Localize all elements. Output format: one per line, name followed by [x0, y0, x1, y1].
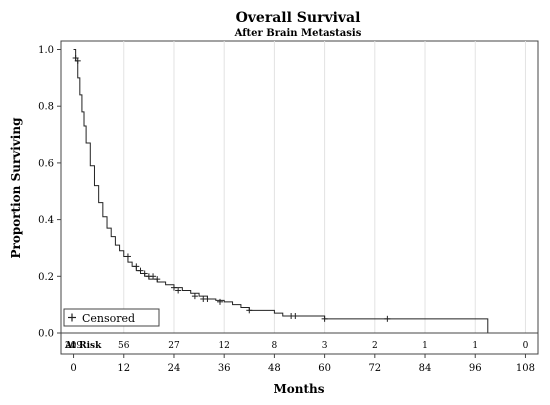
censor-mark	[170, 284, 177, 291]
censor-mark	[217, 298, 223, 305]
at-risk-count-24: 27	[168, 341, 180, 351]
grid-lines	[123, 41, 526, 333]
censor-mark	[141, 270, 148, 277]
chart-title: Overall Survival	[236, 10, 361, 26]
x-tick-label-48: 48	[268, 363, 281, 374]
censor-mark	[384, 315, 391, 322]
legend-label-censored: Censored	[82, 312, 135, 325]
x-axis: 0 12 24 36 48 60 72 84 96 108	[70, 354, 535, 374]
censor-mark	[175, 287, 182, 294]
x-tick-label-12: 12	[117, 363, 130, 374]
legend: Censored	[63, 308, 160, 327]
x-tick-label-72: 72	[368, 363, 381, 374]
at-risk-count-72: 2	[372, 341, 378, 351]
censor-mark	[124, 253, 131, 260]
x-tick-label-84: 84	[419, 363, 432, 374]
censor-mark	[154, 276, 161, 283]
y-tick-label-5: 1.0	[38, 45, 54, 56]
at-risk-counts: 209 56 27 12 8 3 2 1 1 0	[65, 341, 529, 351]
x-tick-label-0: 0	[70, 363, 76, 374]
at-risk-count-36: 12	[218, 341, 229, 351]
at-risk-count-60: 3	[322, 341, 328, 351]
y-tick-label-4: 0.8	[38, 102, 54, 113]
censor-mark	[321, 315, 328, 322]
y-tick-label-3: 0.6	[38, 158, 54, 169]
plot-frame	[60, 40, 539, 355]
x-tick-label-108: 108	[516, 363, 535, 374]
at-risk-label: At Risk	[64, 341, 102, 351]
x-tick-label-24: 24	[168, 363, 181, 374]
x-axis-label: Months	[273, 382, 324, 396]
censor-mark	[150, 273, 157, 280]
censor-mark	[204, 295, 211, 302]
y-axis: 0.0 0.2 0.4 0.6 0.8 1.0	[38, 45, 61, 340]
y-tick-label-1: 0.2	[38, 272, 54, 283]
y-axis-label: Proportion Surviving	[9, 117, 23, 259]
x-tick-label-96: 96	[469, 363, 482, 374]
censored-markers	[72, 55, 391, 322]
censor-mark	[246, 307, 253, 314]
at-risk-count-0: 209	[65, 341, 82, 351]
at-risk-count-84: 1	[422, 341, 428, 351]
x-tick-label-36: 36	[218, 363, 231, 374]
censor-mark	[133, 263, 140, 270]
at-risk-count-96: 1	[472, 341, 478, 351]
at-risk-count-48: 8	[272, 341, 278, 351]
at-risk-count-12: 56	[118, 341, 130, 351]
censor-mark	[74, 57, 81, 64]
survival-curve	[73, 49, 489, 333]
censor-mark	[137, 267, 144, 274]
legend-censor-symbol	[68, 313, 76, 322]
at-risk-count-108: 0	[523, 341, 529, 351]
censor-mark	[191, 293, 198, 300]
censor-mark	[292, 312, 299, 319]
y-tick-label-0: 0.0	[38, 329, 54, 340]
x-tick-label-60: 60	[318, 363, 331, 374]
legend-box	[63, 308, 160, 327]
chart-subtitle: After Brain Metastasis	[234, 28, 362, 39]
y-tick-label-2: 0.4	[38, 215, 54, 226]
